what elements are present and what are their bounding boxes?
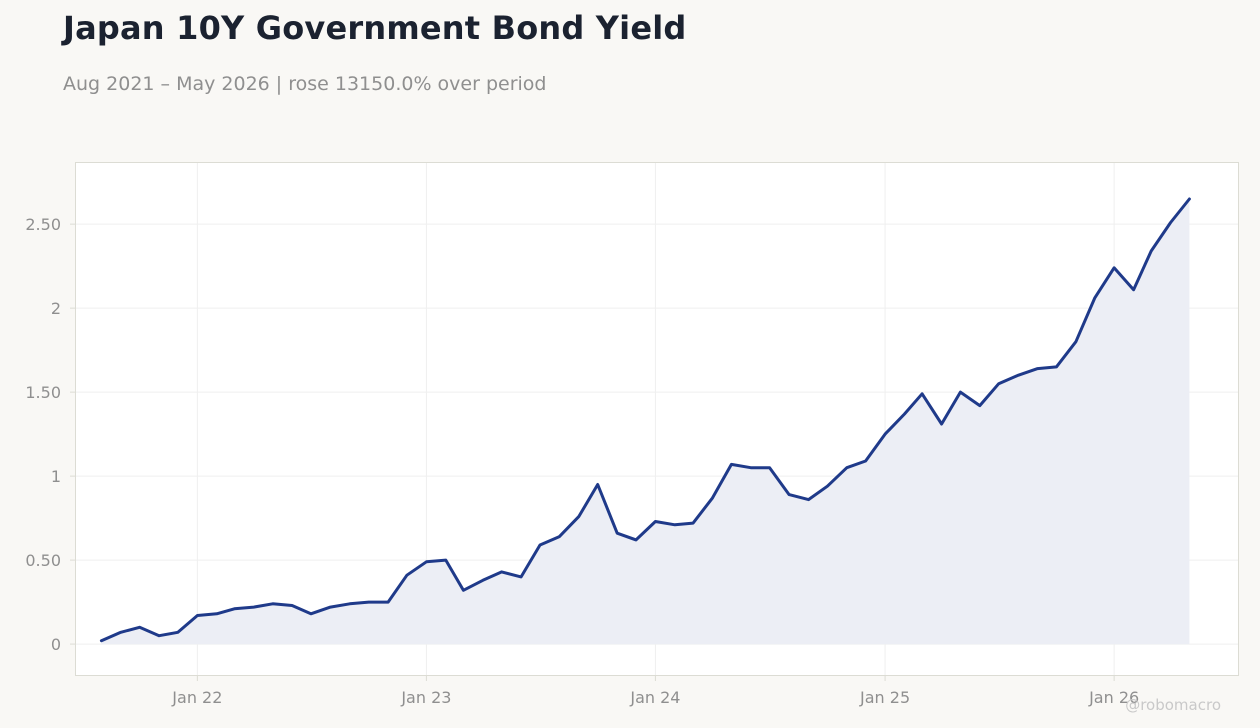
x-tick-label: Jan 25 xyxy=(859,688,910,707)
y-tick-label: 1 xyxy=(51,467,61,486)
x-tick-label: Jan 23 xyxy=(400,688,451,707)
y-axis-ticks: 0 0.50 1 1.50 2 2.50 xyxy=(25,215,75,654)
x-tick-label: Jan 26 xyxy=(1088,688,1139,707)
x-tick-label: Jan 22 xyxy=(171,688,222,707)
yield-area-fill xyxy=(101,199,1190,645)
y-tick-label: 0.50 xyxy=(25,551,61,570)
y-tick-label: 1.50 xyxy=(25,383,61,402)
watermark: @robomacro xyxy=(1125,696,1221,714)
y-tick-label: 0 xyxy=(51,635,61,654)
chart-title: Japan 10Y Government Bond Yield xyxy=(63,9,687,47)
y-tick-label: 2.50 xyxy=(25,215,61,234)
x-tick-label: Jan 24 xyxy=(629,688,680,707)
chart-subtitle: Aug 2021 – May 2026 | rose 13150.0% over… xyxy=(63,73,547,95)
x-axis-ticks: Jan 22 Jan 23 Jan 24 Jan 25 Jan 26 xyxy=(171,676,1139,707)
y-tick-label: 2 xyxy=(51,299,61,318)
plot-border xyxy=(75,162,1239,676)
yield-line xyxy=(99,197,1191,643)
